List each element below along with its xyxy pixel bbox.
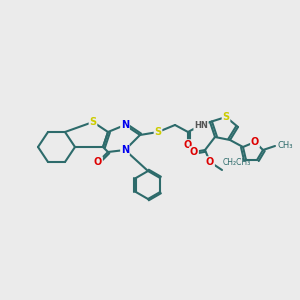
Text: O: O xyxy=(206,157,214,167)
Text: N: N xyxy=(121,145,129,155)
Text: S: S xyxy=(154,127,162,137)
Text: S: S xyxy=(222,112,230,122)
Text: N: N xyxy=(121,120,129,130)
Text: HN: HN xyxy=(194,121,208,130)
Text: O: O xyxy=(184,140,192,150)
Text: CH₂CH₃: CH₂CH₃ xyxy=(223,158,251,167)
Text: S: S xyxy=(89,117,97,127)
Text: O: O xyxy=(251,137,259,147)
Text: O: O xyxy=(190,147,198,157)
Text: O: O xyxy=(94,157,102,167)
Text: CH₃: CH₃ xyxy=(277,140,292,149)
